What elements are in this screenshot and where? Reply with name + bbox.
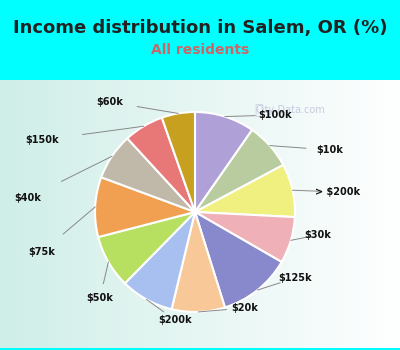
Text: $40k: $40k — [14, 193, 42, 203]
Wedge shape — [195, 112, 252, 212]
Text: $50k: $50k — [86, 293, 114, 303]
Text: All residents: All residents — [151, 43, 249, 57]
Text: $100k: $100k — [258, 110, 292, 120]
Wedge shape — [127, 118, 195, 212]
Wedge shape — [195, 212, 295, 262]
Wedge shape — [95, 177, 195, 237]
Text: Income distribution in Salem, OR (%): Income distribution in Salem, OR (%) — [13, 19, 387, 37]
Wedge shape — [195, 212, 282, 307]
Text: $10k: $10k — [316, 145, 344, 155]
Text: $60k: $60k — [96, 97, 124, 107]
Wedge shape — [195, 130, 283, 212]
Bar — [2, 80, 398, 348]
Text: $30k: $30k — [304, 230, 332, 240]
Wedge shape — [195, 165, 295, 217]
Text: $20k: $20k — [232, 303, 258, 313]
Text: $150k: $150k — [25, 135, 59, 145]
Text: $125k: $125k — [278, 273, 312, 283]
Wedge shape — [172, 212, 225, 312]
Wedge shape — [101, 138, 195, 212]
Text: $75k: $75k — [28, 247, 56, 257]
Wedge shape — [162, 112, 195, 212]
Wedge shape — [98, 212, 195, 283]
Text: > $200k: > $200k — [316, 187, 360, 197]
Wedge shape — [125, 212, 195, 309]
Text: City-Data.com: City-Data.com — [255, 105, 325, 115]
Text: $200k: $200k — [158, 315, 192, 325]
Text: ⓘ: ⓘ — [254, 103, 262, 117]
